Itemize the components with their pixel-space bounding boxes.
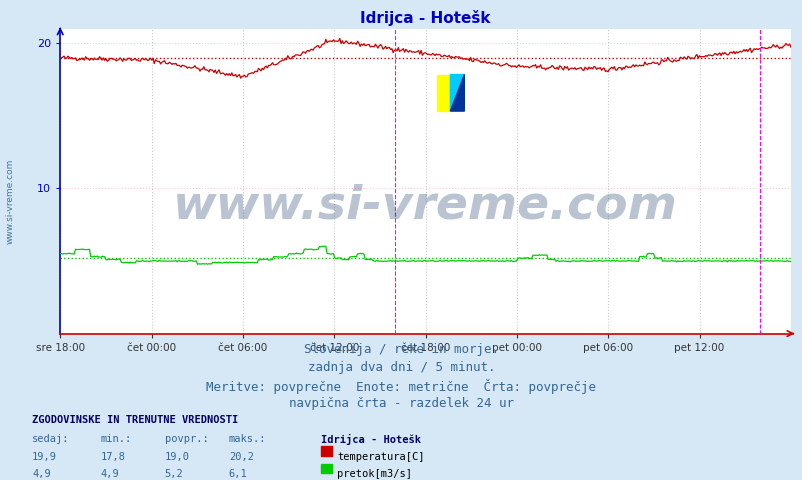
Text: 4,9: 4,9 — [100, 469, 119, 480]
Polygon shape — [450, 74, 464, 111]
Text: 19,9: 19,9 — [32, 452, 57, 462]
Text: 5,2: 5,2 — [164, 469, 183, 480]
Text: min.:: min.: — [100, 434, 132, 444]
Text: ZGODOVINSKE IN TRENUTNE VREDNOSTI: ZGODOVINSKE IN TRENUTNE VREDNOSTI — [32, 415, 238, 425]
Text: 19,0: 19,0 — [164, 452, 189, 462]
Text: 4,9: 4,9 — [32, 469, 51, 480]
Bar — [436, 74, 450, 111]
Text: Slovenija / reke in morje.: Slovenija / reke in morje. — [304, 343, 498, 356]
Text: sedaj:: sedaj: — [32, 434, 70, 444]
Text: maks.:: maks.: — [229, 434, 266, 444]
Text: pretok[m3/s]: pretok[m3/s] — [337, 469, 411, 480]
Text: povpr.:: povpr.: — [164, 434, 208, 444]
Text: www.si-vreme.com: www.si-vreme.com — [6, 159, 15, 244]
Text: www.si-vreme.com: www.si-vreme.com — [173, 183, 677, 228]
Text: 17,8: 17,8 — [100, 452, 125, 462]
Text: 6,1: 6,1 — [229, 469, 247, 480]
Text: Meritve: povprečne  Enote: metrične  Črta: povprečje: Meritve: povprečne Enote: metrične Črta:… — [206, 379, 596, 394]
Title: Idrijca - Hotešk: Idrijca - Hotešk — [360, 10, 490, 26]
Text: 20,2: 20,2 — [229, 452, 253, 462]
Text: temperatura[C]: temperatura[C] — [337, 452, 424, 462]
Polygon shape — [450, 74, 464, 111]
Text: navpična črta - razdelek 24 ur: navpična črta - razdelek 24 ur — [289, 397, 513, 410]
Text: zadnja dva dni / 5 minut.: zadnja dva dni / 5 minut. — [307, 361, 495, 374]
Text: Idrijca - Hotešk: Idrijca - Hotešk — [321, 434, 421, 445]
